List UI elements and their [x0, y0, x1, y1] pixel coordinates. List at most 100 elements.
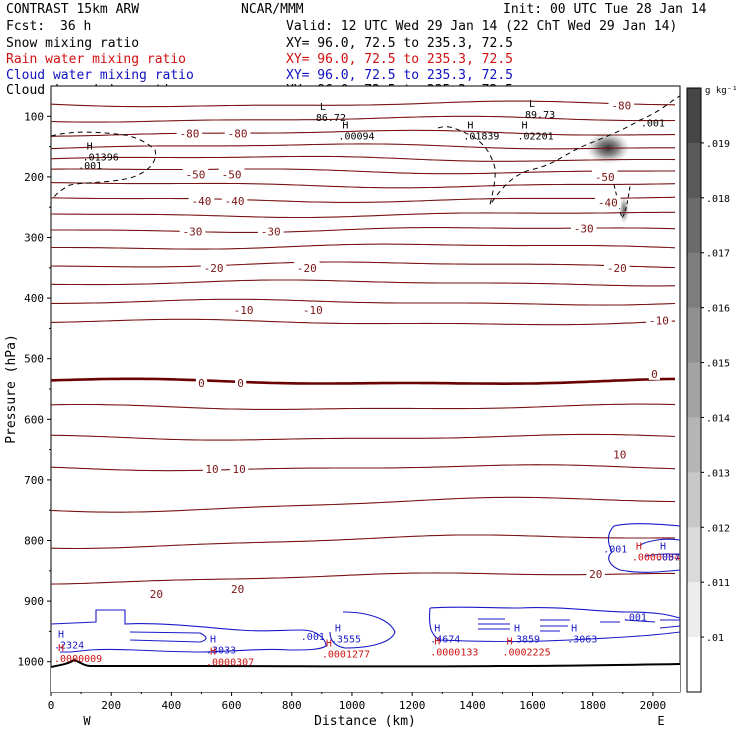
isotherm-20-800 — [51, 534, 675, 550]
legend-field-snow: Snow mixing ratio — [6, 36, 139, 51]
extremum-value: .0000133 — [430, 648, 478, 659]
isotherm-minus20-345 — [51, 261, 676, 269]
extremum-marker: H — [467, 120, 473, 131]
y-tick-label: 800 — [24, 535, 44, 548]
isotherm-label: -10 — [303, 304, 323, 317]
legend-field-rain: Rain water mixing ratio — [6, 52, 186, 67]
extremum-marker: H — [342, 120, 348, 131]
isotherm-label: -20 — [607, 262, 627, 275]
contour-label: .001 — [603, 544, 627, 555]
cloud-water-east-outer — [428, 606, 680, 643]
isotherm-minus25-315 — [51, 243, 676, 250]
isotherm-label-bg — [294, 260, 320, 274]
isotherm-label-bg — [229, 461, 249, 475]
isotherm-label-bg — [235, 375, 247, 389]
isotherm-label-bg — [147, 586, 166, 600]
extremum-marker: H — [514, 623, 520, 634]
legend-field-cloud-water: Cloud water mixing ratio — [6, 68, 194, 83]
extremum-marker: H — [87, 142, 93, 153]
isotherm-label-bg — [200, 260, 227, 274]
colorbar-tick-label: .014 — [706, 413, 730, 424]
extremum-marker: H — [522, 120, 528, 131]
x-tick-label: 1600 — [519, 699, 546, 712]
colorbar-tick-label: .017 — [706, 249, 730, 260]
y-tick-label: 400 — [24, 292, 44, 305]
forecast-label: Fcst: — [6, 19, 45, 34]
colorbar-tick-label: .013 — [706, 468, 730, 479]
terrain-line — [51, 658, 680, 668]
x-tick-label: 1800 — [579, 699, 606, 712]
cloud-water-upper-right — [607, 523, 680, 573]
colorbar-swatch — [687, 527, 701, 583]
colorbar-swatch — [687, 417, 701, 473]
extremum-marker: L — [529, 99, 535, 110]
y-tick-label: 300 — [24, 232, 44, 245]
init-time: Init: 00 UTC Tue 28 Jan 14 — [503, 2, 707, 17]
colorbar-ticks: .019 .018 .017 .016 .015 .014 .013 .012 .011 .01 — [701, 139, 730, 644]
extremum-value: .0001277 — [322, 650, 370, 661]
colorbar-swatch — [687, 252, 701, 309]
isotherm-label-bg — [188, 194, 215, 208]
isotherm-label: -80 — [611, 99, 631, 112]
isotherm-label-bg — [646, 313, 672, 327]
isotherm-label-bg — [176, 126, 203, 140]
extremum-value: .01396 — [83, 153, 119, 164]
extremum-marker: H — [434, 637, 440, 648]
extremum-value: 89.73 — [525, 110, 555, 121]
isotherm-label: 20 — [150, 588, 163, 601]
colorbar-swatch — [687, 582, 701, 638]
extremum-value: .2324 — [54, 640, 84, 651]
isotherm-label: -80 — [180, 127, 200, 140]
y-tick-label: 700 — [24, 474, 44, 487]
colorbar: g kg⁻¹ .019 .018 .017 .016 .015 .014 .013 .012.… — [686, 86, 738, 693]
isotherm-minus80-80 — [51, 100, 676, 108]
colorbar-tick-label: .016 — [706, 304, 730, 315]
colorbar-swatch — [687, 307, 701, 364]
extrema-labels: L86.72L89.73H.01396H.00094H.01839H.02201… — [54, 99, 680, 668]
cloud-water-mid — [329, 611, 396, 649]
legend-xy-rain: XY= 96.0, 72.5 to 235.3, 72.5 — [286, 52, 513, 67]
colorbar-unit: g kg⁻¹ — [705, 86, 738, 96]
isotherm-label: -20 — [204, 262, 224, 275]
extremum-value: .3033 — [206, 645, 236, 656]
isotherm-label: -20 — [297, 262, 317, 275]
isotherm-label: -40 — [225, 195, 245, 208]
isotherm-5-580 — [51, 403, 676, 410]
extremum-value: .4674 — [430, 634, 460, 645]
isotherm-label: 0 — [237, 377, 244, 390]
extremum-value: .01839 — [463, 131, 499, 142]
y-tick-label: 900 — [24, 595, 44, 608]
isotherm-label: -30 — [574, 222, 594, 235]
colorbar-swatch — [687, 637, 701, 693]
isotherm-minus45-213 — [51, 182, 676, 189]
isotherm-label-bg — [179, 224, 206, 238]
cloud-water-west-outer — [51, 609, 327, 653]
colorbar-tick-label: .011 — [706, 578, 730, 589]
y-axis: 100 200 300 400 500 600 700 800 900 1000 — [18, 110, 51, 669]
ice-tail-shading — [619, 196, 629, 224]
isotherm-label: 20 — [589, 568, 602, 581]
isotherm-minus50-190 — [51, 168, 676, 175]
colorbar-swatch — [687, 472, 701, 528]
y-tick-label: 200 — [24, 171, 44, 184]
isotherm-label-bg — [610, 447, 630, 461]
isotherm-label: -40 — [192, 195, 212, 208]
isotherm-label-bg — [195, 375, 208, 389]
isotherm-label-bg — [257, 224, 284, 238]
x-end-east: E — [657, 714, 664, 728]
isotherm-label-bg — [648, 366, 661, 380]
temperature-isotherms — [51, 100, 676, 585]
contour-label: .001 — [301, 632, 325, 643]
isotherm-10-680 — [51, 464, 676, 472]
y-tick-label: 100 — [24, 110, 44, 123]
isotherm-label: -40 — [598, 196, 618, 209]
extremum-marker: H — [636, 542, 642, 553]
extremum-marker: H — [210, 634, 216, 645]
extremum-marker: H — [660, 542, 666, 553]
extremum-marker: H — [326, 639, 332, 650]
terrain-surface — [51, 660, 680, 692]
contour-labels: .001 .001 .001 .001 .001 — [78, 118, 665, 643]
x-tick-label: 0 — [48, 699, 55, 712]
isotherm-20-860 — [51, 572, 675, 585]
